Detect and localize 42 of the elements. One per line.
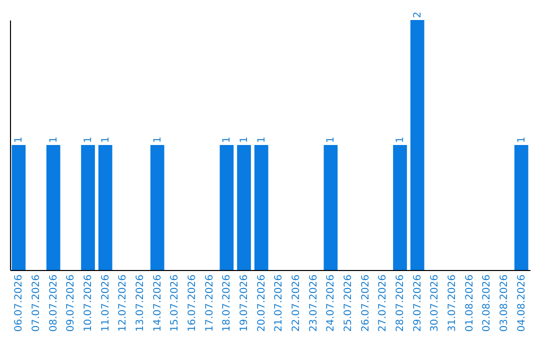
x-tick-label: 17.07.2026 bbox=[204, 274, 216, 332]
data-label: 1 bbox=[256, 136, 268, 143]
data-label: 1 bbox=[48, 136, 60, 143]
x-tick-label: 13.07.2026 bbox=[135, 274, 146, 332]
x-tick-label: 10.07.2026 bbox=[83, 274, 94, 332]
x-tick-label: 07.07.2026 bbox=[31, 274, 42, 332]
x-tick-label: 12.07.2026 bbox=[118, 274, 129, 332]
x-tick-label: 06.07.2026 bbox=[14, 274, 25, 332]
x-tick-label: 26.07.2026 bbox=[360, 274, 372, 332]
x-tick-label: 11.07.2026 bbox=[100, 274, 112, 332]
x-tick-label: 14.07.2026 bbox=[152, 274, 164, 332]
data-label: 1 bbox=[326, 136, 337, 143]
x-tick-label: 29.07.2026 bbox=[412, 274, 424, 332]
data-label: 1 bbox=[516, 136, 528, 143]
data-label: 1 bbox=[100, 136, 112, 143]
x-tick-label: 28.07.2026 bbox=[395, 274, 406, 332]
x-tick-label: 30.07.2026 bbox=[430, 274, 441, 332]
data-label: 1 bbox=[83, 136, 94, 143]
x-tick-label: 23.07.2026 bbox=[308, 274, 320, 332]
x-tick-label: 24.07.2026 bbox=[326, 274, 337, 332]
x-tick-label: 19.07.2026 bbox=[239, 274, 250, 332]
data-label: 1 bbox=[152, 136, 164, 143]
x-tick-label: 16.07.2026 bbox=[187, 274, 198, 332]
x-tick-label: 08.07.2026 bbox=[48, 274, 60, 332]
data-label: 1 bbox=[222, 136, 233, 143]
x-tick-label: 21.07.2026 bbox=[274, 274, 285, 332]
data-label: 1 bbox=[239, 136, 250, 143]
x-tick-label: 27.07.2026 bbox=[378, 274, 389, 332]
x-tick-label: 03.08.2026 bbox=[499, 274, 510, 332]
data-label: 1 bbox=[14, 136, 25, 143]
x-tick-label: 02.08.2026 bbox=[482, 274, 493, 332]
data-label: 2 bbox=[412, 12, 424, 18]
x-tick-label: 04.08.2026 bbox=[516, 274, 528, 332]
data-label: 1 bbox=[395, 136, 406, 143]
x-tick-label: 22.07.2026 bbox=[291, 274, 302, 332]
x-tick-label: 18.07.2026 bbox=[222, 274, 233, 332]
x-tick-label: 25.07.2026 bbox=[343, 274, 354, 332]
x-tick-label: 15.07.2026 bbox=[170, 274, 181, 332]
x-tick-label: 01.08.2026 bbox=[464, 274, 476, 332]
x-tick-label: 31.07.2026 bbox=[447, 274, 458, 332]
x-tick-label: 09.07.2026 bbox=[66, 274, 77, 332]
x-tick-label: 20.07.2026 bbox=[256, 274, 268, 332]
